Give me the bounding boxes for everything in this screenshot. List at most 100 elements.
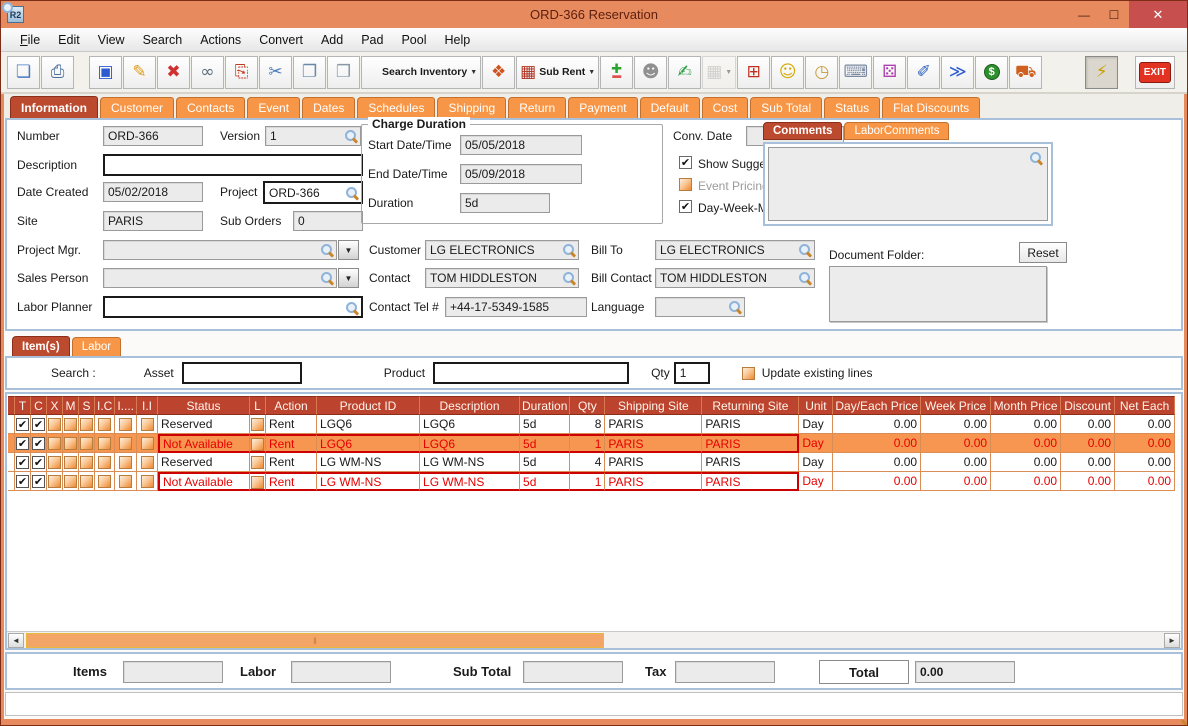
- scroll-right-arrow[interactable]: ►: [1164, 633, 1180, 648]
- column-header-l[interactable]: L: [250, 396, 267, 415]
- row-checkbox-i[interactable]: [119, 437, 133, 451]
- cell-product-id[interactable]: LGQ6: [317, 434, 421, 453]
- column-header-description[interactable]: Description: [420, 396, 521, 415]
- column-header-week-price[interactable]: Week Price: [921, 396, 992, 415]
- tab-payment[interactable]: Payment: [568, 97, 638, 118]
- column-header-status[interactable]: Status: [158, 396, 251, 415]
- row-checkbox-t[interactable]: [16, 437, 29, 451]
- cell-unit[interactable]: Day: [799, 472, 834, 491]
- tab-comments[interactable]: Comments: [763, 122, 843, 140]
- keyboard-key-button[interactable]: ⌨: [839, 55, 873, 89]
- cell-action[interactable]: Rent: [266, 453, 318, 472]
- cell-month-price[interactable]: 0.00: [991, 453, 1062, 472]
- row-checkbox-i[interactable]: [119, 456, 133, 470]
- menu-pool[interactable]: Pool: [401, 32, 427, 47]
- cell-duration[interactable]: 5d: [520, 472, 571, 491]
- cell-day-each-price[interactable]: 0.00: [833, 415, 922, 434]
- cell-product-id[interactable]: LG WM-NS: [317, 472, 421, 491]
- row-checkbox-x[interactable]: [48, 437, 61, 451]
- menu-convert[interactable]: Convert: [259, 32, 303, 47]
- notepad-button[interactable]: ✍: [668, 55, 702, 89]
- row-checkbox-s[interactable]: [80, 418, 93, 432]
- search-icon[interactable]: [562, 271, 576, 285]
- cell-net-each[interactable]: 0.00: [1115, 415, 1176, 434]
- edit-pencil-button[interactable]: ✎: [123, 55, 156, 89]
- sub-rent-button[interactable]: ▦ Sub Rent ▼: [516, 55, 600, 89]
- cell-discount[interactable]: 0.00: [1061, 453, 1116, 472]
- menu-actions[interactable]: Actions: [200, 32, 242, 47]
- column-header-unit[interactable]: Unit: [799, 396, 834, 415]
- horizontal-scrollbar[interactable]: ◄ ‖ ►: [7, 631, 1181, 648]
- tab-shipping[interactable]: Shipping: [437, 97, 507, 118]
- cell-unit[interactable]: Day: [799, 453, 834, 472]
- cell-qty[interactable]: 4: [570, 453, 606, 472]
- menu-pad[interactable]: Pad: [361, 32, 384, 47]
- comments-textarea[interactable]: [768, 147, 1048, 221]
- cell-week-price[interactable]: 0.00: [921, 434, 992, 453]
- sales-person-dropdown-button[interactable]: [338, 268, 359, 288]
- row-checkbox-c[interactable]: [32, 475, 45, 489]
- row-checkbox-x[interactable]: [48, 475, 61, 489]
- cell-qty[interactable]: 8: [570, 415, 606, 434]
- row-checkbox-ii[interactable]: [140, 437, 154, 451]
- cell-unit[interactable]: Day: [799, 434, 834, 453]
- tab-dates[interactable]: Dates: [302, 97, 356, 118]
- cell-shipping-site[interactable]: PARIS: [605, 472, 703, 491]
- column-header-month-price[interactable]: Month Price: [991, 396, 1062, 415]
- cell-day-each-price[interactable]: 0.00: [833, 472, 922, 491]
- cell-description[interactable]: LG WM-NS: [420, 453, 521, 472]
- cell-net-each[interactable]: 0.00: [1115, 434, 1176, 453]
- column-header-returning-site[interactable]: Returning Site: [702, 396, 800, 415]
- row-checkbox-ic[interactable]: [98, 475, 112, 489]
- update-existing-lines-checkbox[interactable]: [741, 366, 755, 380]
- cell-month-price[interactable]: 0.00: [991, 434, 1062, 453]
- tab-cost[interactable]: Cost: [701, 97, 749, 118]
- cube-stack-button[interactable]: ⚄: [873, 55, 907, 89]
- contact-field[interactable]: TOM HIDDLESTON: [425, 268, 579, 288]
- row-checkbox-l[interactable]: [251, 475, 265, 489]
- minimize-button[interactable]: —: [1078, 7, 1090, 22]
- column-header-product-id[interactable]: Product ID: [317, 396, 421, 415]
- menu-file[interactable]: File: [20, 32, 41, 47]
- cell-day-each-price[interactable]: 0.00: [833, 434, 922, 453]
- tab-information[interactable]: Information: [10, 96, 98, 118]
- search-icon[interactable]: [1029, 151, 1043, 165]
- forward-dollar-button[interactable]: ≫: [941, 55, 975, 89]
- row-checkbox-ic[interactable]: [98, 456, 112, 470]
- people-query-button[interactable]: ☻: [634, 55, 668, 89]
- language-field[interactable]: [655, 297, 745, 317]
- search-inventory-button[interactable]: Search Inventory ▼: [361, 55, 482, 89]
- cell-duration[interactable]: 5d: [520, 453, 571, 472]
- cell-shipping-site[interactable]: PARIS: [605, 434, 703, 453]
- column-header-discount[interactable]: Discount: [1061, 396, 1116, 415]
- cell-returning-site[interactable]: PARIS: [702, 434, 800, 453]
- cell-qty[interactable]: 1: [570, 472, 606, 491]
- tab-default[interactable]: Default: [639, 97, 700, 118]
- row-checkbox-x[interactable]: [48, 456, 61, 470]
- row-checkbox-ii[interactable]: [140, 456, 154, 470]
- row-checkbox-t[interactable]: [16, 456, 29, 470]
- column-header-net-each[interactable]: Net Each: [1115, 396, 1176, 415]
- delete-button[interactable]: ✖: [157, 55, 190, 89]
- search-icon[interactable]: [798, 243, 812, 257]
- cell-net-each[interactable]: 0.00: [1115, 453, 1176, 472]
- tab-labor[interactable]: Labor: [71, 337, 122, 356]
- export-document-button[interactable]: ⎘: [225, 55, 258, 89]
- tab-event[interactable]: Event: [247, 97, 301, 118]
- table-row[interactable]: Not AvailableRentLGQ6LGQ65d1PARISPARISDa…: [8, 434, 1176, 453]
- column-header-m[interactable]: M: [63, 396, 79, 415]
- cell-week-price[interactable]: 0.00: [921, 472, 992, 491]
- bill-contact-field[interactable]: TOM HIDDLESTON: [655, 268, 815, 288]
- column-header-i-c[interactable]: I.C: [95, 396, 116, 415]
- menu-help[interactable]: Help: [444, 32, 471, 47]
- row-checkbox-ii[interactable]: [140, 418, 154, 432]
- tab-item-s-[interactable]: Item(s): [12, 336, 70, 356]
- cut-button[interactable]: ✂: [259, 55, 292, 89]
- cell-returning-site[interactable]: PARIS: [702, 415, 800, 434]
- cell-day-each-price[interactable]: 0.00: [833, 453, 922, 472]
- add-remove-button[interactable]: ✚ ▬: [600, 55, 634, 89]
- menu-add[interactable]: Add: [320, 32, 344, 47]
- cell-product-id[interactable]: LGQ6: [317, 415, 421, 434]
- row-checkbox-m[interactable]: [64, 475, 77, 489]
